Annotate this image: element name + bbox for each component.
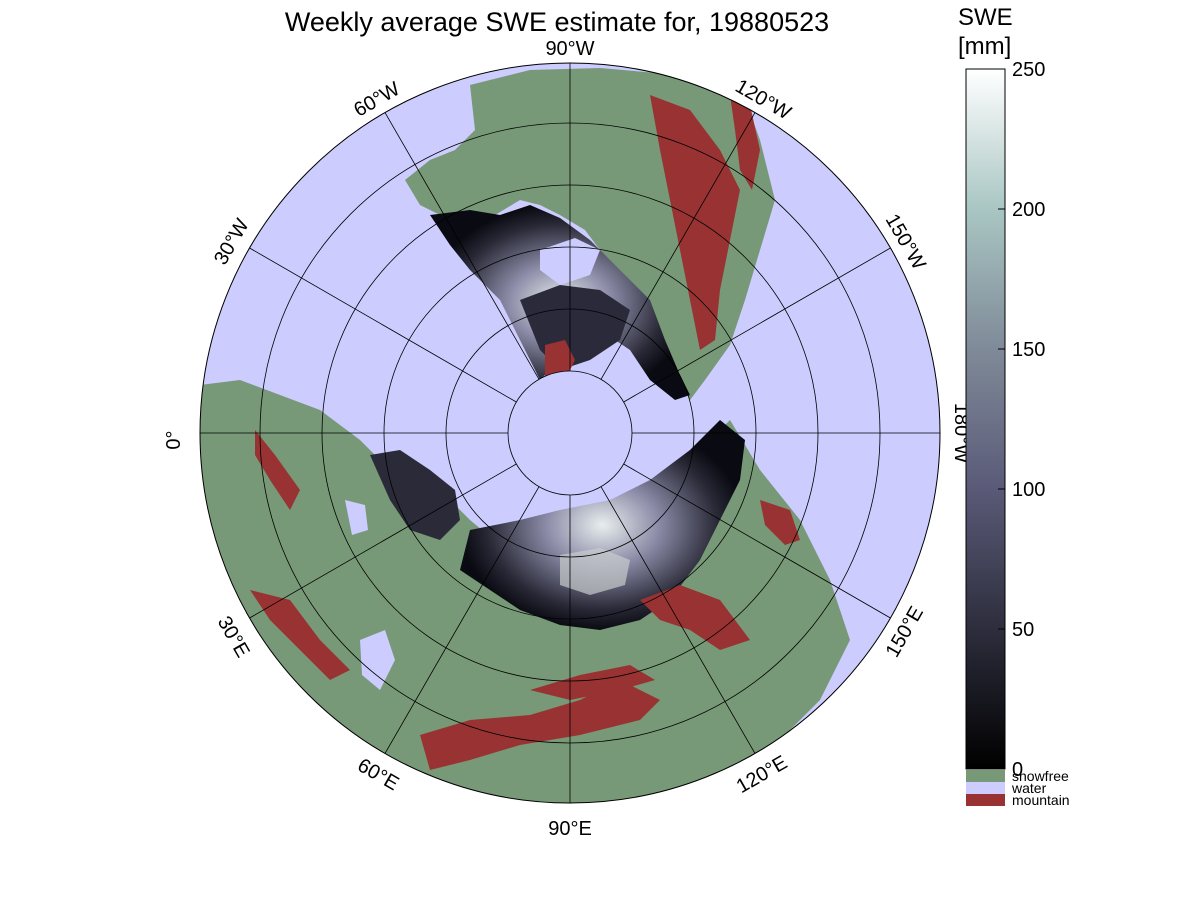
baltic-water (345, 500, 368, 535)
lon-label-60e: 60°E (354, 754, 403, 795)
arctic-ocean (508, 371, 632, 495)
rockies-mountain (650, 95, 740, 350)
colorbar-tick-label: 200 (1012, 199, 1045, 221)
central-asia-mountain (530, 665, 655, 700)
colorbar-tick-label: 0 (1012, 759, 1023, 781)
lon-label-0: 0° (163, 430, 185, 449)
legend-label-water: water (1011, 780, 1047, 796)
meridian-line (384, 486, 540, 754)
lon-label-30e: 30°E (213, 613, 254, 662)
lon-label-90w: 90°W (545, 38, 594, 60)
legend-label-mountain: mountain (1012, 792, 1070, 808)
europe-west-mountain (255, 430, 300, 510)
siberia-snow-core (560, 548, 630, 595)
legend-label-snowfree: snowfree (1012, 768, 1069, 784)
map-border (199, 62, 941, 804)
scandinavia-snow (370, 450, 460, 540)
legend-swatch-snowfree (966, 770, 1005, 782)
meridian-line (600, 112, 756, 380)
meridian-line (384, 112, 540, 380)
polar-map (200, 63, 940, 803)
legend-swatch-mountain (966, 794, 1005, 806)
colorbar-tick-label: 250 (1012, 59, 1045, 81)
meridian-line (623, 463, 891, 619)
meridian-line (600, 486, 756, 754)
siberia-snow (460, 420, 745, 630)
colorbar-gradient (965, 68, 1006, 770)
colorbar: SWE [mm] 0 50 100 150 200 250 (958, 4, 1045, 781)
colorbar-ticks: 0 50 100 150 200 250 (998, 59, 1045, 781)
colorbar-tick-label: 150 (1012, 339, 1045, 361)
colorbar-tick-label: 50 (1012, 619, 1034, 641)
himalaya-mountain (420, 680, 660, 770)
caspian-water (360, 630, 395, 690)
kamchatka-mountain (760, 500, 800, 545)
pacific-mountain (730, 95, 760, 190)
lon-label-90e: 90°E (548, 818, 592, 840)
colorbar-tick-label: 100 (1012, 479, 1045, 501)
meridian-line (249, 463, 517, 619)
colorbar-label-line2: [mm] (958, 33, 1011, 60)
colorbar-label-line1: SWE (958, 4, 1013, 31)
meridian-line (623, 247, 891, 403)
legend-swatch-water (966, 782, 1005, 794)
map-title: Weekly average SWE estimate for, 1988052… (285, 7, 829, 37)
alps-mountain (250, 590, 350, 680)
graticule (200, 63, 940, 803)
meridian-line (249, 247, 517, 403)
